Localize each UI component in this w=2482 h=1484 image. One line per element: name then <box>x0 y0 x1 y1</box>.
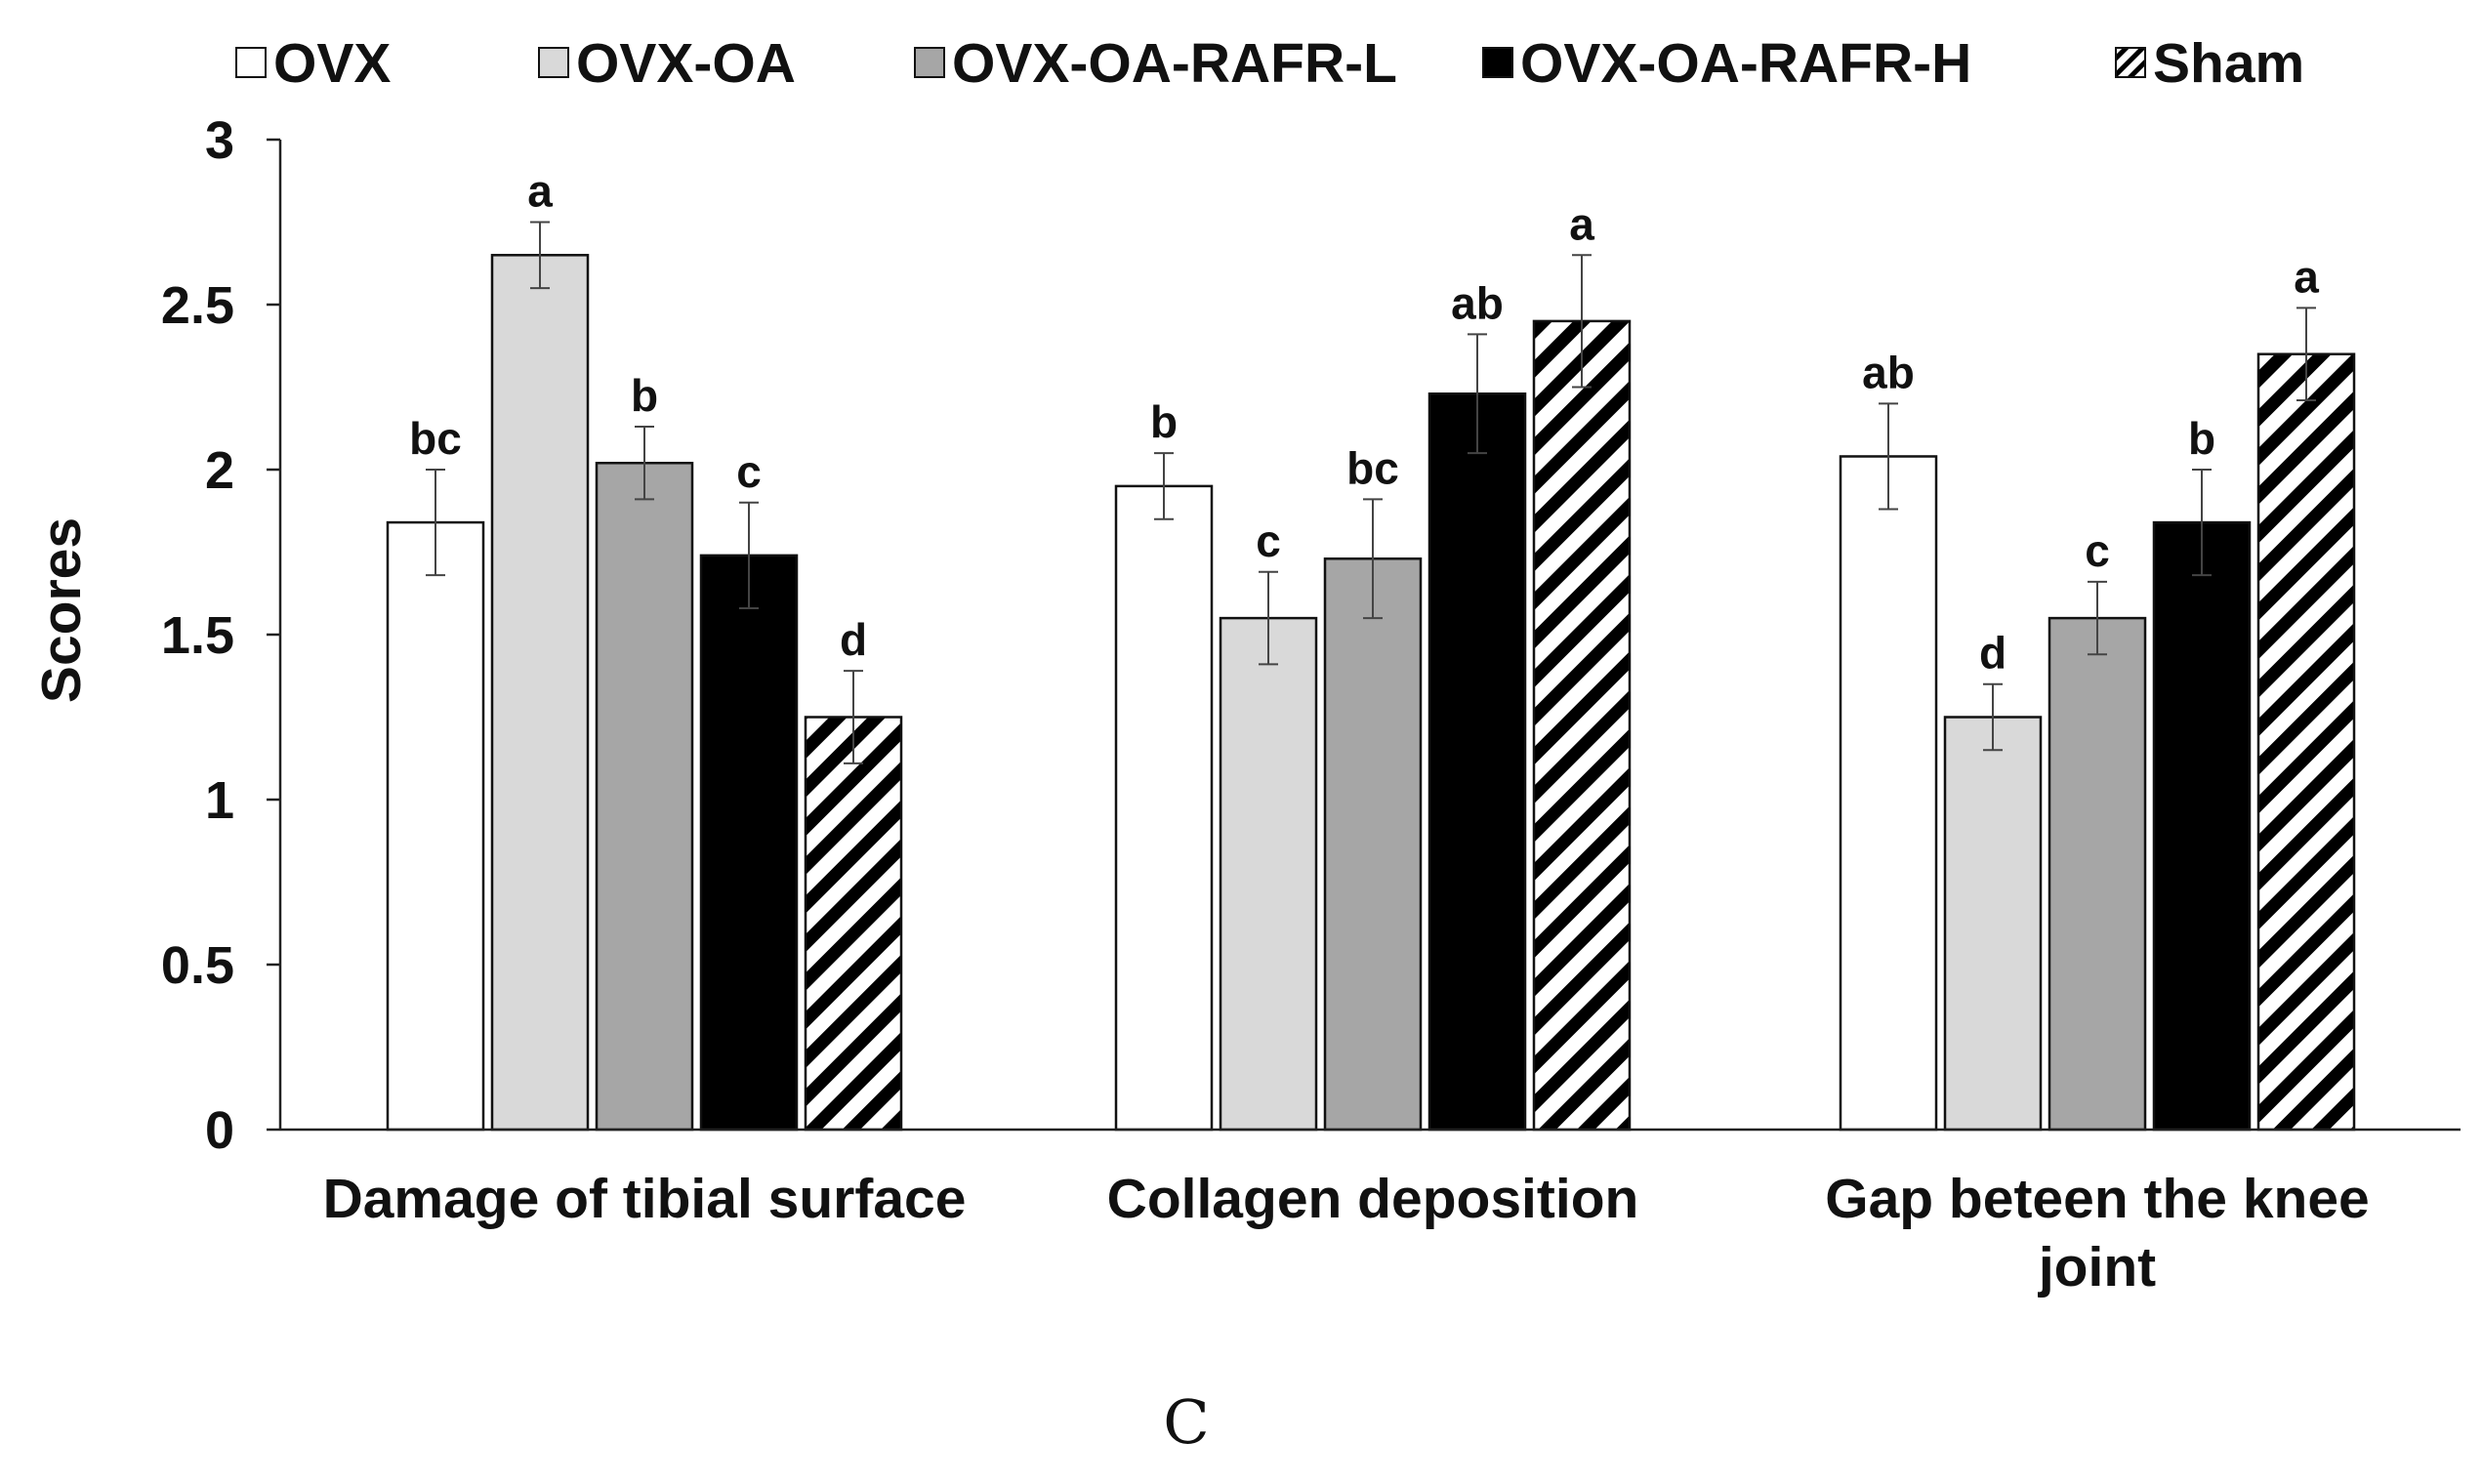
bar-ovx-3 <box>1839 455 1938 1132</box>
significance-label: a <box>2294 251 2319 302</box>
legend-swatch-ovx <box>235 47 267 78</box>
y-axis: 0 0.5 1 1.5 2 2.5 3 <box>161 111 282 1160</box>
significance-label: b <box>1150 396 1178 447</box>
legend-label: OVX-OA-RAFR-H <box>1520 32 1971 95</box>
y-tick-label: 0.5 <box>161 936 234 995</box>
x-category-label-line: Gap beteen the knee <box>1825 1168 2370 1230</box>
x-category-label-line: joint <box>2038 1236 2156 1298</box>
x-axis: Damage of tibial surface Collagen deposit… <box>280 1128 2461 1298</box>
bar-ovx-oa-rafr-h-3 <box>2152 520 2252 1132</box>
legend-label: OVX-OA <box>576 32 796 95</box>
bar-sham-3 <box>2256 352 2356 1132</box>
legend-swatch-ovx-oa-rafr-h <box>1482 47 1513 78</box>
bar-ovx-oa-3 <box>1943 716 2043 1132</box>
x-category-label-line: Collagen deposition <box>1107 1168 1639 1230</box>
significance-label: b <box>631 370 658 421</box>
panel-label: C <box>1163 1386 1209 1458</box>
significance-label: d <box>840 614 867 665</box>
y-tick-label: 2 <box>205 441 234 500</box>
significance-label: c <box>2085 525 2110 576</box>
significance-label: c <box>736 446 762 497</box>
significance-label: c <box>1256 515 1281 566</box>
x-category-label: Collagen deposition <box>1107 1168 1639 1230</box>
significance-label: d <box>1979 628 2006 679</box>
significance-label: ab <box>1862 347 1915 397</box>
bar-ovx-oa-rafr-h-2 <box>1427 392 1527 1132</box>
legend-swatch-ovx-oa-rafr-l <box>914 47 945 78</box>
bar-ovx-oa-rafr-l-1 <box>595 461 694 1132</box>
bar-ovx-oa-rafr-h-1 <box>699 554 799 1132</box>
legend-swatch-sham <box>2115 47 2146 78</box>
x-category-label: Gap beteen the knee joint <box>1825 1168 2370 1298</box>
bar-sham-2 <box>1532 319 1632 1132</box>
legend-label: Sham <box>2153 32 2304 95</box>
y-tick-label: 1 <box>205 771 234 830</box>
legend-label: OVX <box>273 32 391 95</box>
legend-swatch-ovx-oa <box>538 47 569 78</box>
y-axis-label: Scores <box>30 517 93 703</box>
significance-label: ab <box>1451 277 1504 328</box>
significance-label: b <box>2188 413 2215 464</box>
y-tick-label: 3 <box>205 111 234 170</box>
y-tick-label: 1.5 <box>161 606 234 665</box>
significance-label: bc <box>409 413 462 464</box>
bar-ovx-oa-1 <box>490 254 590 1132</box>
bar-ovx-oa-2 <box>1219 616 1318 1132</box>
significance-label: a <box>527 166 553 217</box>
significance-label: bc <box>1346 442 1399 493</box>
x-category-label-line: Damage of tibial surface <box>323 1168 967 1230</box>
bar-ovx-1 <box>386 520 485 1132</box>
significance-label: a <box>1569 198 1594 249</box>
x-category-label: Damage of tibial surface <box>323 1168 967 1230</box>
y-tick-label: 0 <box>205 1101 234 1160</box>
bar-ovx-oa-rafr-l-3 <box>2048 616 2147 1132</box>
bar-ovx-2 <box>1114 484 1214 1132</box>
bar-ovx-oa-rafr-l-2 <box>1323 557 1423 1132</box>
legend: OVX OVX-OA OVX-OA-RAFR-L OVX-OA-RAFR-H Sham <box>235 32 2304 95</box>
bar-sham-1 <box>804 716 903 1132</box>
y-tick-label: 2.5 <box>161 276 234 335</box>
legend-label: OVX-OA-RAFR-L <box>952 32 1397 95</box>
